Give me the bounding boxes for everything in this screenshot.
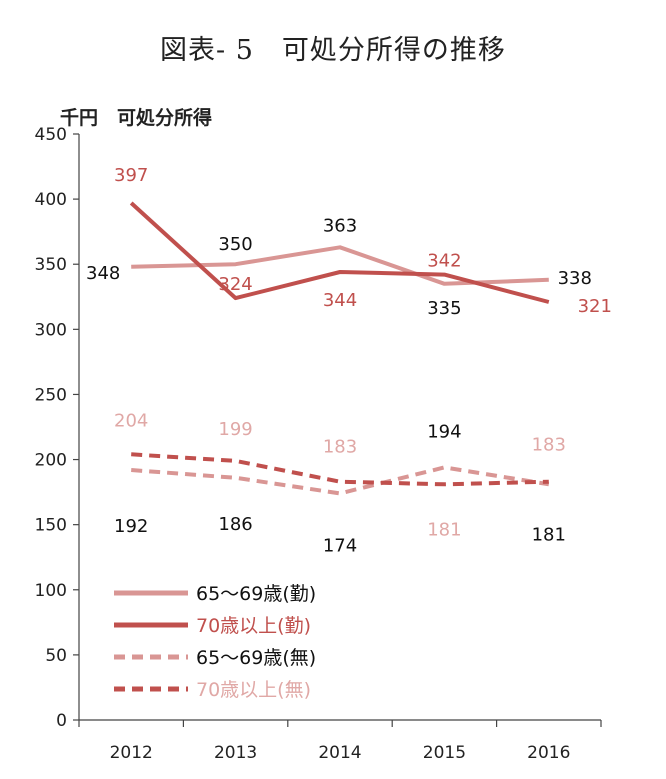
legend-entry-label: 70歳以上(無) [196,679,311,701]
data-labels: 348 350 363 335 338 397 324 344 342 321 192 186 174 1… [86,165,612,556]
y-tick-label: 400 [35,190,67,210]
y-tick-label: 300 [35,320,67,340]
axes: 0 50 100 150 200 250 300 350 400 450 2012 2013 2014 2… [35,125,602,763]
y-tick-label: 450 [35,125,67,145]
data-label: 194 [427,421,461,442]
data-label: 324 [218,274,252,295]
x-tick-label: 2013 [214,743,257,763]
series-lines [129,201,550,496]
data-label: 321 [578,296,612,317]
data-label: 186 [218,514,252,535]
data-label: 350 [218,234,252,255]
data-label: 181 [427,519,461,540]
data-label: 192 [114,516,148,537]
y-tick-label: 200 [35,451,67,471]
y-tick-label: 150 [35,516,67,536]
y-tick-label: 100 [35,581,67,601]
legend-entry-label: 65～69歳(無) [196,647,316,669]
data-label: 335 [427,298,461,319]
legend-entry-label: 65～69歳(勤) [196,583,316,605]
legend-entry-label: 70歳以上(勤) [196,615,311,637]
data-label: 204 [114,410,148,431]
data-label: 183 [323,437,357,458]
y-tick-label: 0 [56,711,67,731]
data-label: 181 [532,524,566,545]
data-label: 344 [323,290,357,311]
series-line-2 [129,201,550,304]
series-line-4 [131,452,549,487]
y-tick-label: 350 [35,255,67,275]
data-label: 348 [86,263,120,284]
data-label: 363 [323,215,357,236]
data-label: 199 [218,419,252,440]
y-axis-label: 千円 可処分所得 [60,106,212,129]
legend: 65～69歳(勤) 70歳以上(勤) 65～69歳(無) 70歳以上(無) [114,583,316,701]
data-label: 342 [427,251,461,272]
data-label: 397 [114,165,148,186]
data-label: 338 [558,268,592,289]
y-tick-label: 50 [45,646,67,666]
series-line-3 [131,465,550,496]
x-tick-label: 2016 [527,743,570,763]
chart-title: 図表- 5 可処分所得の推移 [160,35,506,66]
data-label: 174 [323,535,357,556]
y-tick-label: 250 [35,385,67,405]
series-line-1 [131,245,549,286]
x-tick-label: 2014 [318,743,361,763]
data-label: 183 [532,435,566,456]
x-tick-label: 2012 [110,743,153,763]
x-tick-label: 2015 [423,743,466,763]
